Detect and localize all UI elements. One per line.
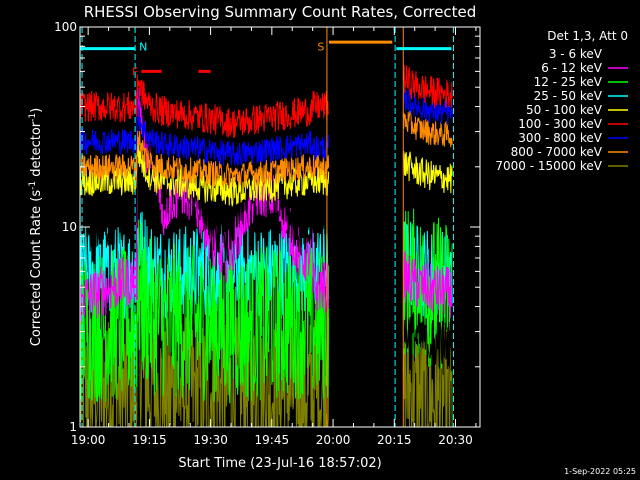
x-tick-label-0: 19:00 <box>71 433 106 447</box>
legend-label-3: 25 - 50 keV <box>534 89 603 103</box>
chart-title: RHESSI Observing Summary Count Rates, Co… <box>84 3 477 21</box>
x-tick-label-2: 19:30 <box>193 433 228 447</box>
y-axis-label-end: ) <box>29 108 44 113</box>
series-line-4-seg0 <box>79 141 330 208</box>
y-axis-label: Corrected Count Rate (s-1 detector-1) <box>28 108 44 346</box>
annotation-s: S <box>317 40 324 53</box>
series-line-1-seg0 <box>79 61 330 324</box>
series-line-0-seg1 <box>402 312 453 372</box>
plot-area: NFS 19:00 19:15 19:30 19:45 20:00 20:15 20:30 … <box>54 20 481 447</box>
legend-label-6: 300 - 800 keV <box>518 131 602 145</box>
series-line-2-seg0 <box>79 219 330 404</box>
legend-label-7: 800 - 7000 keV <box>511 145 603 159</box>
x-tick-label-4: 20:00 <box>316 433 351 447</box>
legend-label-2: 12 - 25 keV <box>534 75 603 89</box>
footer-date: 1-Sep-2022 05:25 <box>564 467 636 476</box>
x-tick-label-3: 19:45 <box>255 433 290 447</box>
annotation-n: N <box>139 40 147 53</box>
series-line-5-seg0 <box>79 74 330 138</box>
y-tick-label-2: 100 <box>54 20 77 34</box>
y-tick-label-0: 1 <box>69 420 77 434</box>
y-axis-label-sup2: -1 <box>28 113 38 122</box>
x-axis: 19:00 19:15 19:30 19:45 20:00 20:15 20:30 <box>71 27 477 447</box>
series-line-0-seg0 <box>79 44 330 262</box>
y-axis-label-tail: detector <box>29 121 44 181</box>
x-tick-label-1: 19:15 <box>132 433 167 447</box>
x-axis-label: Start Time (23-Jul-16 18:57:02) <box>178 456 381 471</box>
y-axis-label-main: Corrected Count Rate (s <box>29 190 44 347</box>
legend-label-4: 50 - 100 keV <box>526 103 603 117</box>
series-line-4-seg1 <box>402 151 453 194</box>
legend-label-1: 6 - 12 keV <box>541 61 603 75</box>
series-line-6-seg1 <box>402 86 453 126</box>
annotation-f: F <box>132 65 138 78</box>
series-line-1-seg1 <box>402 250 453 319</box>
legend-label-8: 7000 - 15000 keV <box>495 159 602 173</box>
y-tick-label-1: 10 <box>62 220 77 234</box>
series-line-5-seg1 <box>402 64 453 108</box>
series-line-6-seg0 <box>79 99 330 166</box>
series-line-7-seg0 <box>79 130 330 188</box>
data-layer <box>79 44 453 429</box>
x-tick-label-5: 20:15 <box>377 433 412 447</box>
y-axis: 1 10 100 <box>54 20 480 434</box>
legend-title: Det 1,3, Att 0 <box>547 29 628 43</box>
y-axis-label-sup1: -1 <box>28 181 38 190</box>
legend-label-5: 100 - 300 keV <box>518 117 602 131</box>
legend-label-0: 3 - 6 keV <box>549 47 603 61</box>
series-line-3-seg0 <box>79 211 330 320</box>
marker-layer: NF S <box>80 27 454 427</box>
series-line-7-seg1 <box>402 110 453 148</box>
x-tick-label-6: 20:30 <box>438 433 473 447</box>
